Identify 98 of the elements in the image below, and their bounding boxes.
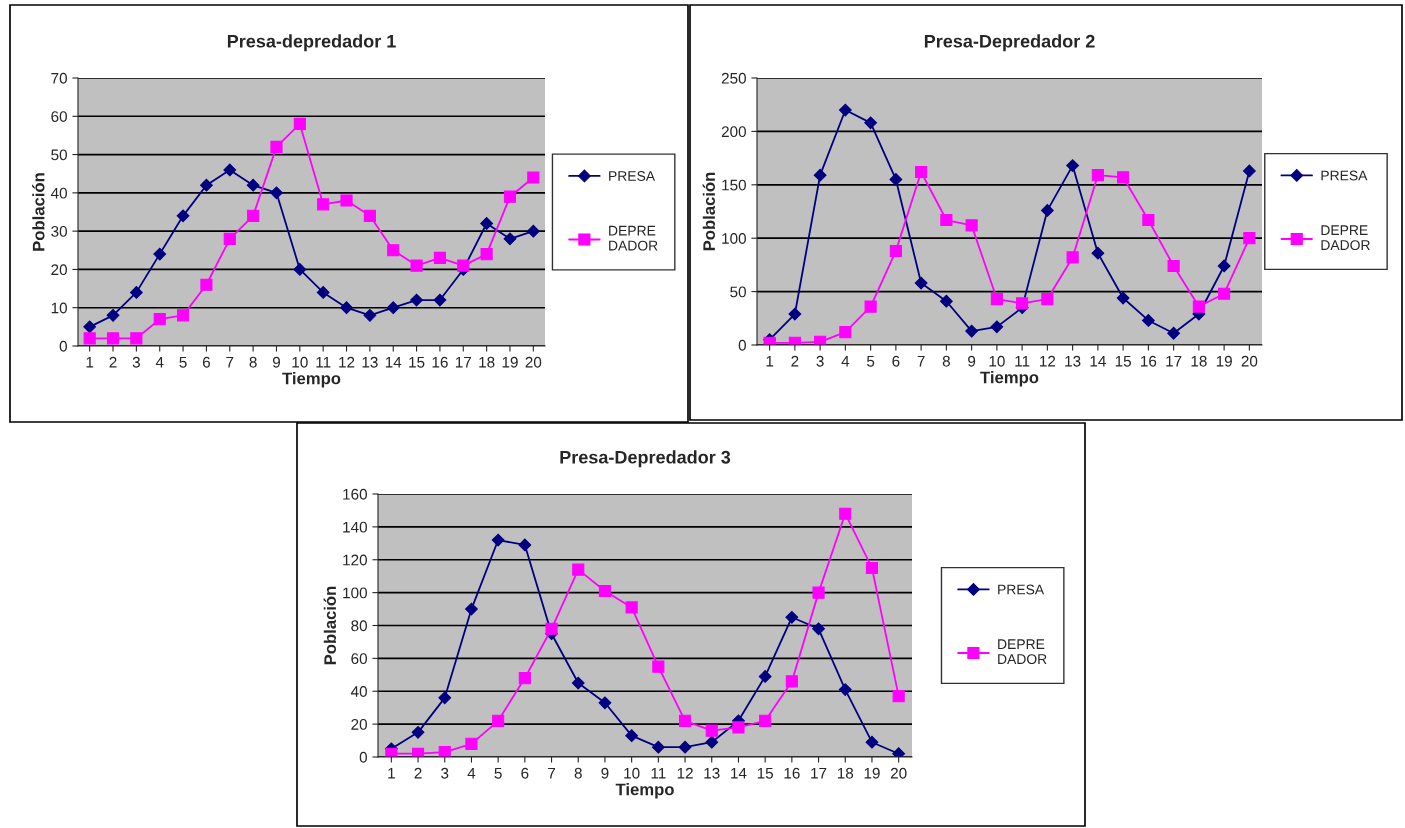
y-tick-label: 50 [51, 149, 67, 161]
y-tick-label: 20 [351, 718, 367, 730]
x-tick-label: 7 [917, 355, 925, 367]
x-tick-label: 5 [179, 356, 187, 368]
x-tick-label: 1 [766, 355, 774, 367]
x-tick-label: 19 [1216, 355, 1232, 367]
x-tick-label: 10 [989, 355, 1005, 367]
y-axis-title: Población [702, 172, 716, 251]
x-tick-label: 20 [890, 767, 907, 779]
y-tick-label: 0 [59, 340, 67, 352]
y-axis-title: Población [32, 173, 45, 251]
x-tick-label: 4 [841, 355, 850, 367]
x-tick-label: 17 [455, 356, 472, 368]
x-tick-label: 2 [414, 767, 422, 779]
chart-title: Presa-Depredador 3 [560, 450, 731, 468]
x-tick-label: 14 [385, 356, 402, 368]
legend-label: PRESA [998, 584, 1045, 595]
x-tick-label: 12 [339, 356, 355, 368]
legend-label: DEPRE DADOR [1321, 225, 1370, 251]
x-tick-label: 5 [494, 767, 502, 779]
x-tick-label: 9 [601, 767, 609, 779]
x-tick-label: 3 [816, 355, 824, 367]
y-tick-label: 10 [51, 302, 67, 314]
y-tick-label: 100 [722, 233, 746, 244]
x-axis-title: Tiempo [980, 371, 1039, 387]
x-tick-label: 18 [479, 356, 495, 368]
x-tick-label: 8 [942, 355, 950, 367]
x-tick-label: 20 [525, 356, 542, 368]
y-tick-label: 60 [351, 653, 367, 665]
x-tick-label: 10 [624, 767, 640, 779]
x-tick-label: 19 [502, 356, 518, 368]
x-tick-label: 12 [677, 767, 693, 779]
y-tick-label: 200 [721, 126, 746, 138]
x-tick-label: 12 [1040, 355, 1056, 367]
y-tick-label: 250 [721, 72, 746, 84]
legend-label: DEPRE DADOR [609, 225, 658, 251]
x-tick-label: 11 [316, 356, 331, 368]
y-tick-label: 30 [51, 226, 67, 237]
x-tick-label: 8 [249, 356, 257, 368]
x-tick-label: 18 [1191, 355, 1207, 367]
y-tick-label: 60 [51, 111, 67, 122]
x-tick-label: 4 [467, 767, 476, 779]
x-tick-label: 14 [731, 767, 747, 779]
x-tick-label: 4 [155, 356, 164, 368]
x-tick-label: 10 [292, 356, 308, 368]
y-axis-title: Población [323, 586, 337, 665]
x-tick-label: 17 [1166, 355, 1182, 367]
x-tick-label: 18 [837, 767, 854, 779]
x-tick-label: 11 [1015, 355, 1030, 367]
x-tick-label: 9 [272, 356, 280, 368]
y-tick-label: 40 [50, 187, 67, 199]
x-tick-label: 20 [1241, 355, 1258, 367]
chart-title: Presa-depredador 1 [227, 34, 396, 52]
x-tick-label: 8 [574, 767, 582, 779]
y-tick-label: 80 [351, 620, 367, 632]
x-tick-label: 13 [704, 767, 720, 779]
x-tick-label: 6 [892, 355, 900, 367]
y-tick-label: 160 [343, 488, 367, 500]
y-tick-label: 20 [51, 264, 67, 276]
x-tick-label: 1 [388, 767, 395, 779]
x-tick-label: 7 [226, 356, 234, 368]
x-tick-label: 14 [1090, 355, 1106, 367]
x-tick-label: 7 [548, 767, 556, 779]
y-tick-label: 40 [350, 686, 367, 697]
x-tick-label: 2 [109, 356, 117, 368]
y-tick-label: 0 [359, 751, 367, 763]
x-tick-label: 13 [362, 356, 378, 368]
x-tick-label: 15 [1115, 355, 1131, 367]
x-tick-label: 5 [866, 355, 875, 367]
x-tick-label: 3 [132, 356, 140, 368]
y-tick-label: 70 [51, 72, 67, 84]
x-tick-label: 6 [521, 767, 529, 779]
y-tick-label: 150 [722, 179, 746, 191]
x-axis-title: Tiempo [615, 783, 674, 799]
y-tick-label: 50 [730, 286, 746, 298]
x-tick-label: 16 [784, 767, 800, 779]
x-tick-label: 6 [202, 356, 210, 368]
legend-label: PRESA [609, 171, 656, 181]
x-tick-label: 11 [651, 767, 666, 779]
x-tick-label: 9 [968, 355, 976, 367]
legend-label: DEPRE DADOR [998, 639, 1047, 665]
legend-label: PRESA [1321, 170, 1368, 181]
x-tick-label: 3 [441, 767, 449, 779]
x-axis-title: Tiempo [282, 372, 341, 388]
y-tick-label: 0 [738, 339, 746, 351]
x-tick-label: 15 [757, 767, 774, 779]
chart-title: Presa-Depredador 2 [924, 34, 1095, 52]
x-tick-label: 2 [791, 355, 799, 367]
y-tick-label: 100 [343, 587, 367, 599]
x-tick-label: 17 [811, 767, 827, 779]
x-tick-label: 16 [432, 356, 448, 368]
x-tick-label: 1 [86, 356, 94, 368]
x-tick-label: 13 [1065, 355, 1081, 367]
y-tick-label: 120 [343, 554, 367, 566]
x-tick-label: 16 [1141, 355, 1157, 367]
y-tick-label: 140 [343, 521, 367, 533]
x-tick-label: 15 [409, 356, 425, 368]
x-tick-label: 19 [864, 767, 880, 779]
